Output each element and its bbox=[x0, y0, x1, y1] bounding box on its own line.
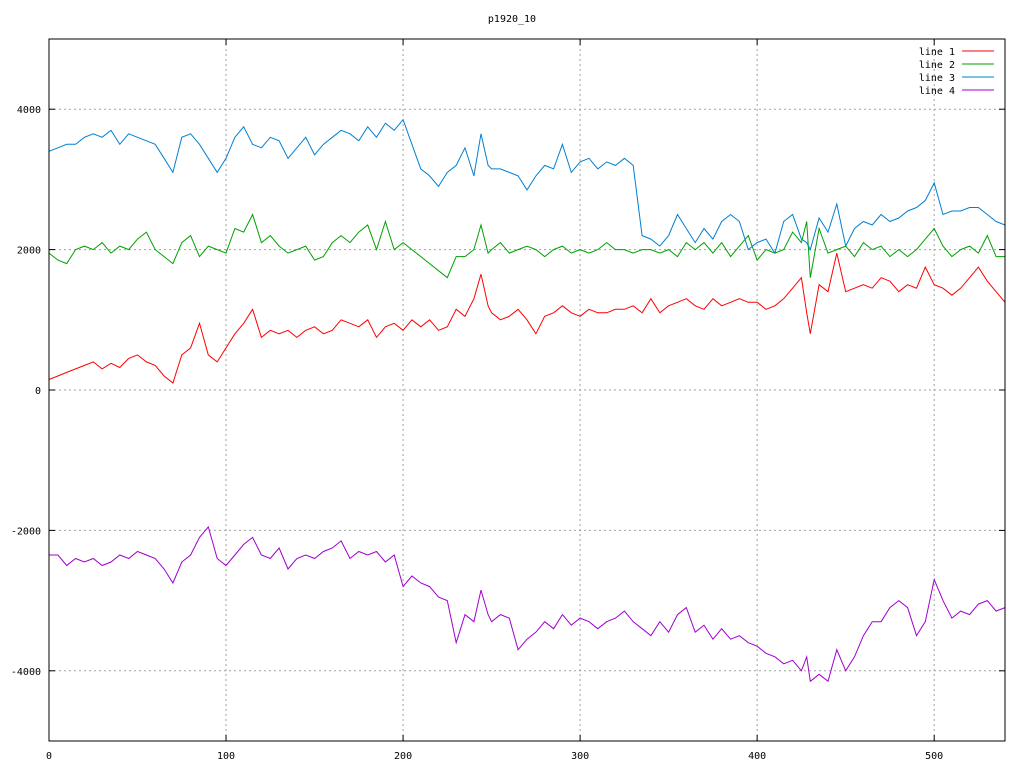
plot-frame bbox=[48, 38, 1006, 742]
y-tick-label: -4000 bbox=[11, 667, 41, 678]
legend-label-4: line 4 bbox=[919, 86, 955, 97]
y-tick-label: 0 bbox=[35, 386, 41, 397]
legend: line 1 line 2 line 3 line 4 bbox=[919, 47, 994, 97]
y-tick-label: 4000 bbox=[17, 105, 41, 116]
axis-ticks: 0 100 200 300 400 500 -4000 -2000 0 2000 4000 bbox=[11, 39, 1005, 762]
legend-label-2: line 2 bbox=[919, 60, 955, 71]
y-tick-label: -2000 bbox=[11, 526, 41, 537]
x-tick-label: 0 bbox=[46, 751, 52, 762]
x-tick-label: 500 bbox=[925, 751, 943, 762]
series-line-1 bbox=[48, 252, 1006, 384]
x-tick-label: 100 bbox=[217, 751, 235, 762]
legend-label-3: line 3 bbox=[919, 73, 955, 84]
series-lines bbox=[48, 118, 1006, 683]
x-tick-label: 400 bbox=[748, 751, 766, 762]
y-tick-label: 2000 bbox=[17, 246, 41, 257]
chart-title: p1920_10 bbox=[488, 14, 536, 25]
legend-label-1: line 1 bbox=[919, 47, 955, 58]
series-line-2 bbox=[48, 213, 1005, 279]
x-tick-label: 200 bbox=[394, 751, 412, 762]
x-tick-label: 300 bbox=[571, 751, 589, 762]
series-line-4 bbox=[49, 525, 1006, 683]
grid bbox=[49, 39, 1005, 741]
series-line-3 bbox=[48, 118, 1006, 255]
